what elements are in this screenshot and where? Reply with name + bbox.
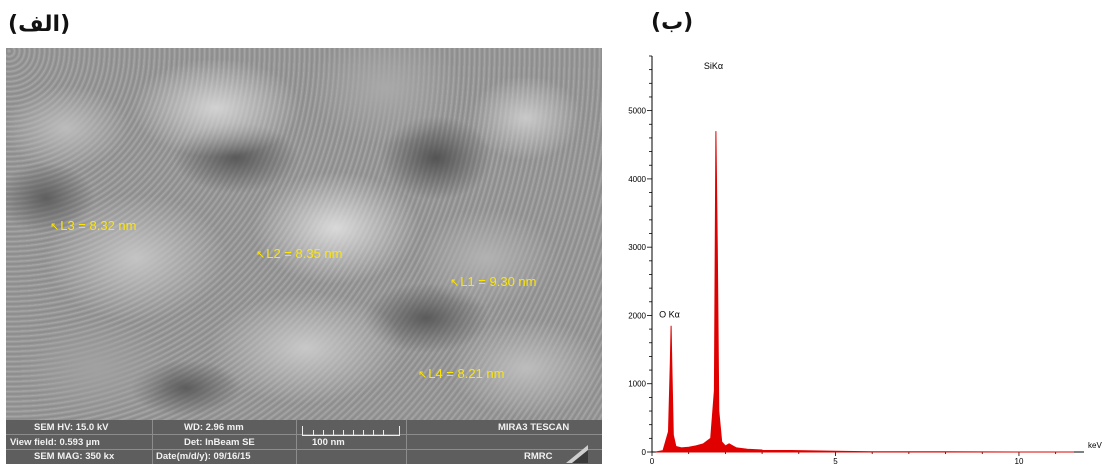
measurement-l4-label: L4 = 8.21 nm bbox=[428, 366, 505, 381]
sem-view-field: View field: 0.593 µm bbox=[10, 437, 100, 448]
measurement-l4: ↖L4 = 8.21 nm bbox=[418, 366, 505, 381]
scale-bar-label: 100 nm bbox=[312, 437, 345, 448]
sem-micrograph: ↖L3 = 8.32 nm ↖L2 = 8.35 nm ↖L1 = 9.30 n… bbox=[6, 48, 602, 464]
y-tick-label: 2000 bbox=[628, 311, 646, 320]
y-tick-label: 1000 bbox=[628, 380, 646, 389]
sem-mag: SEM MAG: 350 kx bbox=[34, 451, 115, 462]
peak-label: O Kα bbox=[659, 310, 680, 320]
chart-peak-labels: O Kα SiKα bbox=[659, 61, 723, 320]
measurement-l2: ↖L2 = 8.35 nm bbox=[256, 246, 343, 261]
rmrc-logo-icon bbox=[566, 445, 588, 463]
sem-hv: SEM HV: 15.0 kV bbox=[34, 422, 109, 433]
measurement-l3-label: L3 = 8.32 nm bbox=[60, 218, 137, 233]
x-tick-label: 10 bbox=[1015, 457, 1024, 464]
panel-label-b: (ب) bbox=[651, 10, 694, 35]
sem-info-bar: SEM HV: 15.0 kV WD: 2.96 mm MIRA3 TESCAN… bbox=[6, 420, 602, 464]
spectrum-series bbox=[655, 131, 1074, 453]
y-tick-label: 4000 bbox=[628, 175, 646, 184]
chart-ticks: 0 1000 2000 3000 4000 5000 0 5 10 keV bbox=[628, 55, 1102, 466]
sem-wd: WD: 2.96 mm bbox=[184, 422, 244, 433]
y-tick-label: 0 bbox=[642, 448, 647, 457]
measurement-l1-label: L1 = 9.30 nm bbox=[460, 274, 537, 289]
sem-instrument: MIRA3 TESCAN bbox=[498, 422, 570, 433]
eds-chart-svg: 0 1000 2000 3000 4000 5000 0 5 10 keV O Kα SiKα bbox=[628, 55, 1102, 466]
sem-lab: RMRC bbox=[524, 451, 553, 462]
scale-bar bbox=[302, 426, 400, 436]
x-axis-label: keV bbox=[1088, 441, 1102, 450]
sem-detector: Det: InBeam SE bbox=[184, 437, 255, 448]
y-tick-label: 5000 bbox=[628, 107, 646, 116]
chart-plot bbox=[655, 131, 1074, 453]
eds-spectrum-chart: 0 1000 2000 3000 4000 5000 0 5 10 keV O Kα SiKα bbox=[612, 48, 1114, 466]
sem-image bbox=[6, 48, 602, 420]
panel-label-a: (الف) bbox=[8, 12, 71, 37]
x-tick-label: 5 bbox=[833, 457, 838, 464]
peak-label: SiKα bbox=[704, 61, 723, 71]
y-tick-label: 3000 bbox=[628, 243, 646, 252]
x-tick-label: 0 bbox=[650, 457, 655, 464]
measurement-l1: ↖L1 = 9.30 nm bbox=[450, 274, 537, 289]
measurement-l3: ↖L3 = 8.32 nm bbox=[50, 218, 137, 233]
measurement-l2-label: L2 = 8.35 nm bbox=[266, 246, 343, 261]
sem-date: Date(m/d/y): 09/16/15 bbox=[156, 451, 251, 462]
